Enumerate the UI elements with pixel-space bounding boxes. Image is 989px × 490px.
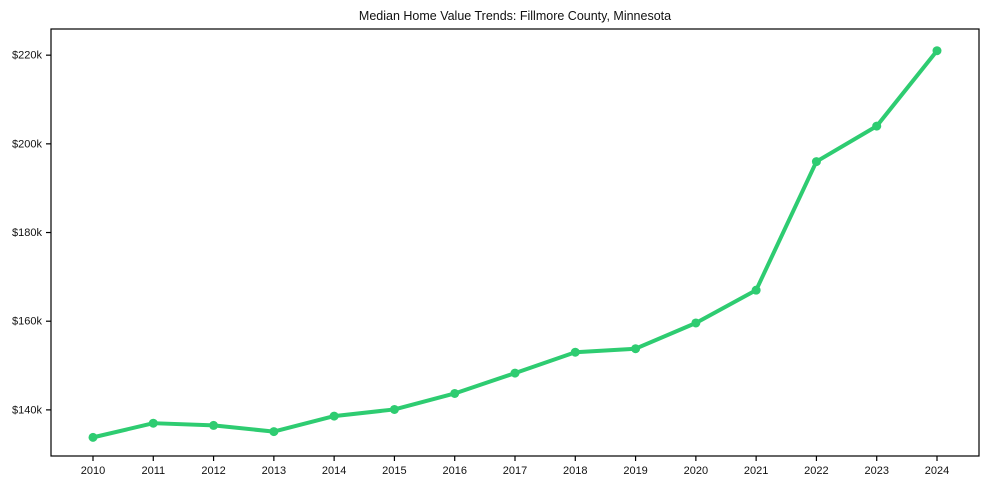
x-tick-label: 2016 — [442, 465, 466, 477]
data-point-2020 — [691, 318, 701, 328]
y-tick-label: $160k — [12, 316, 42, 328]
x-tick-label: 2019 — [623, 465, 647, 477]
data-point-2023 — [872, 121, 882, 131]
x-tick-label: 2014 — [322, 465, 346, 477]
data-point-2019 — [631, 344, 641, 354]
data-point-2021 — [751, 285, 761, 295]
x-tick-label: 2015 — [382, 465, 406, 477]
trend-line — [91, 48, 939, 440]
data-point-2016 — [450, 388, 460, 398]
x-tick-label: 2017 — [503, 465, 527, 477]
data-point-2013 — [269, 427, 279, 437]
data-point-2012 — [209, 420, 219, 430]
x-tick-label: 2022 — [804, 465, 828, 477]
x-tick-label: 2013 — [262, 465, 286, 477]
x-tick-label: 2018 — [563, 465, 587, 477]
plot-frame — [50, 28, 980, 457]
y-tick-label: $180k — [12, 227, 42, 239]
data-point-2014 — [329, 411, 339, 421]
y-tick-label: $140k — [12, 404, 42, 416]
data-point-2010 — [88, 432, 98, 442]
data-point-2011 — [148, 418, 158, 428]
y-tick-label: $220k — [12, 50, 42, 62]
x-tick-label: 2012 — [201, 465, 225, 477]
x-tick-label: 2011 — [141, 465, 165, 477]
x-tick-label: 2020 — [684, 465, 708, 477]
x-tick-label: 2010 — [81, 465, 105, 477]
x-tick-label: 2023 — [864, 465, 888, 477]
x-tick-label: 2021 — [744, 465, 768, 477]
y-tick-label: $200k — [12, 138, 42, 150]
x-tick-label: 2024 — [925, 465, 949, 477]
data-point-2022 — [811, 157, 821, 167]
data-point-2017 — [510, 368, 520, 378]
data-point-2015 — [389, 404, 399, 414]
chart-title: Median Home Value Trends: Fillmore Count… — [358, 9, 672, 23]
data-point-2018 — [570, 347, 580, 357]
data-point-2024 — [932, 46, 942, 56]
